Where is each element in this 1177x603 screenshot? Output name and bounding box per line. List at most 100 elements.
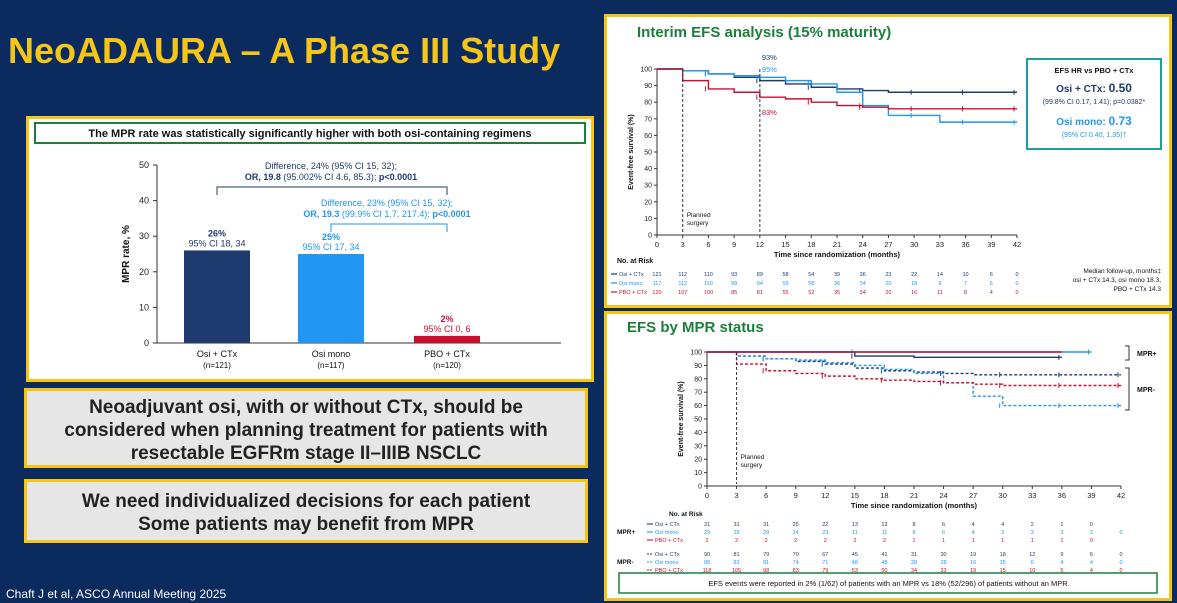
risk-cell: 8 bbox=[964, 290, 967, 296]
comparison-2-fragment: (99.9% CI 1.7, 217.4); bbox=[339, 209, 432, 219]
x-axis-label: Time since randomization (months) bbox=[851, 501, 978, 510]
median-followup-line: PBO + CTx 14.3 bbox=[1113, 286, 1161, 293]
risk-cell: 2 bbox=[853, 538, 856, 544]
risk-cell: 94 bbox=[757, 281, 763, 287]
risk-cell: 74 bbox=[793, 560, 799, 566]
risk-cell: 31 bbox=[911, 552, 917, 558]
risk-cell: 1 bbox=[1060, 522, 1063, 528]
y-axis-label: MPR rate, % bbox=[121, 225, 132, 283]
risk-row-label: Osi mono bbox=[619, 281, 643, 287]
risk-cell: 81 bbox=[734, 552, 740, 558]
x-tick-label: 24 bbox=[939, 491, 947, 500]
y-tick-label: 50 bbox=[139, 160, 149, 170]
risk-cell: 121 bbox=[652, 272, 661, 278]
risk-cell: 2 bbox=[883, 538, 886, 544]
callout-line: considered when planning treatment for p… bbox=[64, 420, 548, 441]
risk-cell: 2 bbox=[735, 538, 738, 544]
risk-cell: 48 bbox=[852, 560, 858, 566]
y-tick-label: 10 bbox=[139, 302, 149, 312]
y-tick-label: 60 bbox=[694, 403, 702, 410]
risk-cell: 18 bbox=[911, 281, 917, 287]
risk-cell: 20 bbox=[885, 281, 891, 287]
risk-cell: 19 bbox=[970, 552, 976, 558]
risk-cell: 29 bbox=[763, 530, 769, 536]
risk-cell: 1 bbox=[1031, 538, 1034, 544]
risk-group-label: MPR- bbox=[617, 559, 634, 566]
y-axis-label: Event-free survival (%) bbox=[628, 114, 635, 189]
risk-cell: 31 bbox=[704, 522, 710, 528]
risk-cell: 6 bbox=[990, 281, 993, 287]
risk-cell: 10 bbox=[963, 272, 969, 278]
risk-cell: 0 bbox=[1119, 530, 1122, 536]
risk-cell: 24 bbox=[793, 530, 799, 536]
y-tick-label: 60 bbox=[644, 133, 652, 140]
risk-cell: 4 bbox=[990, 290, 993, 296]
risk-cell: 30 bbox=[941, 552, 947, 558]
citation: Chaft J et al, ASCO Annual Meeting 2025 bbox=[6, 587, 227, 601]
hr-osi-ctx-value: 0.50 bbox=[1109, 81, 1133, 95]
risk-cell: 2 bbox=[705, 538, 708, 544]
y-tick-label: 50 bbox=[644, 150, 652, 157]
planned-surgery-label: surgery bbox=[687, 220, 709, 227]
bar bbox=[184, 250, 250, 343]
risk-cell: 110 bbox=[704, 281, 713, 287]
y-tick-label: 80 bbox=[694, 376, 702, 383]
risk-cell: 4 bbox=[972, 522, 975, 528]
risk-cell: 54 bbox=[808, 272, 814, 278]
y-tick-label: 80 bbox=[644, 100, 652, 107]
x-tick-label: 30 bbox=[999, 491, 1007, 500]
x-tick-label: 12 bbox=[756, 240, 764, 249]
risk-cell: 4 bbox=[972, 530, 975, 536]
risk-cell: 120 bbox=[652, 290, 661, 296]
risk-cell: 29 bbox=[704, 530, 710, 536]
risk-cell: 1 bbox=[972, 538, 975, 544]
risk-cell: 71 bbox=[822, 560, 828, 566]
y-tick-label: 40 bbox=[694, 430, 702, 437]
bar-value-label: 26% bbox=[208, 228, 226, 238]
risk-cell: 79 bbox=[763, 552, 769, 558]
hr-osi-ctx-ci: (99.8% CI 0.17, 1.41); p=0.0382* bbox=[1043, 99, 1146, 106]
risk-cell: 4 bbox=[1060, 560, 1063, 566]
y-tick-label: 10 bbox=[644, 216, 652, 223]
y-tick-label: 100 bbox=[640, 67, 652, 74]
hr-osi-mono-label: Osi mono: bbox=[1056, 117, 1108, 128]
risk-row-label: Osi + CTx bbox=[619, 272, 644, 278]
risk-cell: 2 bbox=[1031, 522, 1034, 528]
x-tick-label: 12 bbox=[821, 491, 829, 500]
risk-cell: 41 bbox=[881, 552, 887, 558]
risk-cell: 28 bbox=[911, 560, 917, 566]
x-tick-label: 15 bbox=[851, 491, 859, 500]
chart-title-box bbox=[34, 122, 586, 144]
risk-cell: 1 bbox=[1001, 538, 1004, 544]
risk-cell: 70 bbox=[793, 552, 799, 558]
risk-cell: 12 bbox=[1029, 552, 1035, 558]
y-tick-label: 90 bbox=[644, 83, 652, 90]
comparison-1-fragment: OR, 19.8 bbox=[245, 172, 281, 182]
interim-efs-panel: Interim EFS analysis (15% maturity) 0 10 20… bbox=[604, 14, 1172, 308]
risk-cell: 0 bbox=[1015, 281, 1018, 287]
x-tick-label: 36 bbox=[961, 240, 969, 249]
landmark-pbo-label: 83% bbox=[762, 108, 777, 117]
risk-cell: 36 bbox=[860, 272, 866, 278]
risk-cell: 6 bbox=[942, 530, 945, 536]
risk-cell: 4 bbox=[1090, 568, 1093, 574]
risk-cell: 34 bbox=[860, 281, 866, 287]
y-tick-label: 20 bbox=[139, 267, 149, 277]
risk-cell: 7 bbox=[964, 281, 967, 287]
conclusion-callout: Neoadjuvant osi, with or without CTx, sh… bbox=[24, 388, 588, 468]
risk-cell: 105 bbox=[732, 568, 741, 574]
risk-cell: 6 bbox=[1090, 552, 1093, 558]
x-tick-label: 9 bbox=[794, 491, 798, 500]
y-tick-label: 0 bbox=[698, 484, 702, 491]
survival-curve bbox=[707, 351, 1121, 387]
bar bbox=[298, 254, 364, 343]
risk-cell: 89 bbox=[757, 272, 763, 278]
y-tick-label: 30 bbox=[694, 443, 702, 450]
risk-cell: 98 bbox=[731, 281, 737, 287]
risk-cell: 8 bbox=[912, 530, 915, 536]
x-tick-label: 6 bbox=[706, 240, 710, 249]
y-tick-label: 40 bbox=[644, 166, 652, 173]
comparison-1-fragment: p<0.0001 bbox=[379, 172, 417, 182]
category-label: Osi + CTx bbox=[197, 349, 238, 359]
category-label: PBO + CTx bbox=[424, 349, 470, 359]
